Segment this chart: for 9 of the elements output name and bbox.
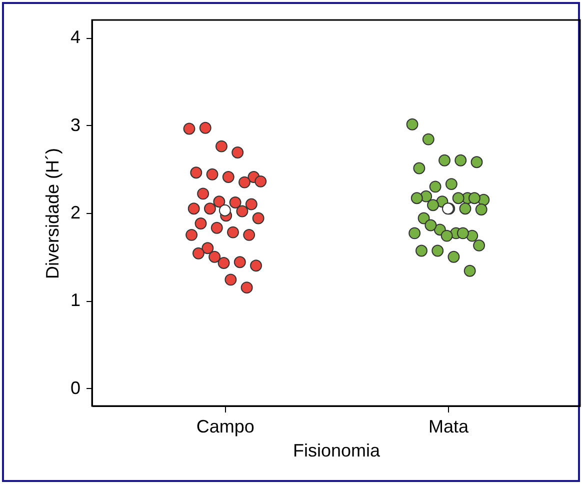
y-tick-label: 0 — [70, 378, 80, 398]
y-tick-label: 3 — [70, 114, 80, 135]
y-tick-label: 4 — [70, 27, 80, 48]
y-axis-title: Diversidade (H´) — [42, 148, 62, 280]
x-axis-title: Fisionomia — [292, 440, 382, 460]
x-tick-label: Campo — [196, 416, 254, 436]
y-tick-label: 2 — [70, 202, 80, 222]
x-tick-label: Mata — [428, 416, 470, 436]
y-tick-label: 1 — [70, 290, 80, 310]
